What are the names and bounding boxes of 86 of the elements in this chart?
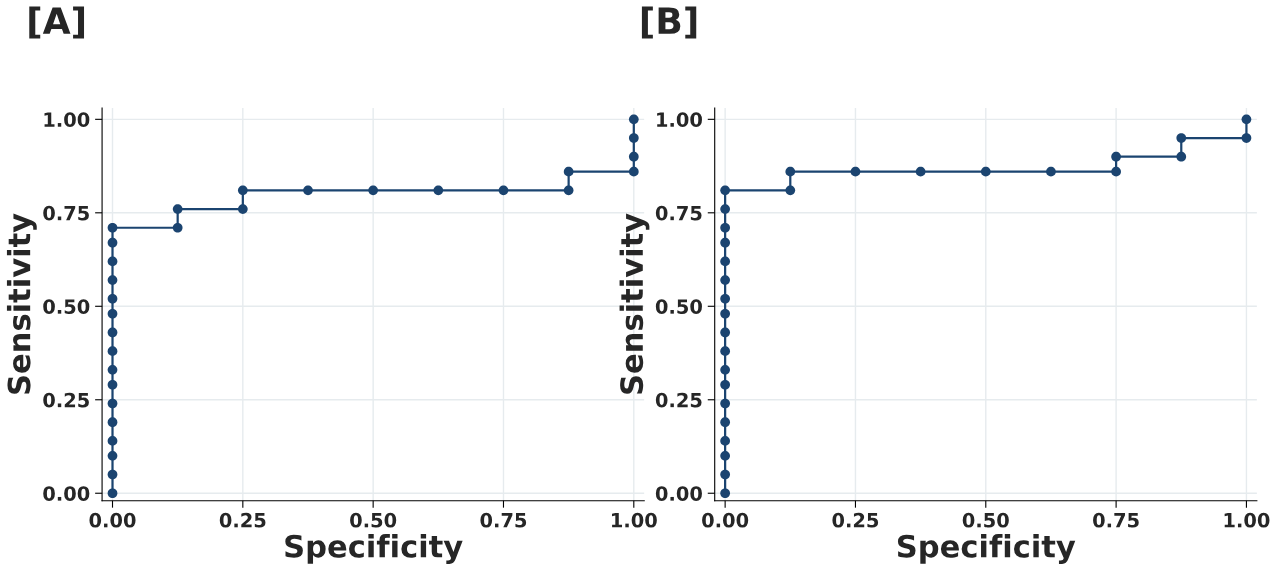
point (628, 166, 639, 177)
point (107, 256, 118, 267)
y-tick-label: 0.00 (43, 486, 90, 501)
point (720, 417, 730, 428)
point (720, 450, 730, 461)
point (720, 256, 730, 267)
y-tick-label: 0.50 (655, 299, 702, 314)
point (1176, 133, 1187, 143)
x-tick-label: 1.00 (1224, 512, 1270, 528)
point (720, 488, 730, 499)
x-axis-title: Specificity (285, 534, 463, 564)
point (368, 185, 379, 196)
point (237, 204, 248, 214)
point (915, 166, 926, 177)
point (498, 185, 509, 196)
point (1176, 151, 1187, 162)
point (720, 237, 730, 248)
x-tick-label: 1.00 (612, 512, 657, 528)
point (563, 166, 574, 177)
point (720, 204, 730, 214)
point (172, 204, 183, 214)
point (785, 166, 796, 177)
point (720, 398, 730, 409)
point (237, 185, 248, 196)
point (628, 151, 639, 162)
point (107, 293, 118, 304)
x-tick-label: 0.00 (702, 512, 749, 528)
point (1111, 151, 1121, 162)
point (107, 364, 118, 375)
point (628, 114, 639, 125)
point (628, 133, 639, 143)
point (107, 237, 118, 248)
x-axis-title: Specificity (897, 534, 1076, 564)
point (303, 185, 313, 196)
point (720, 364, 730, 375)
x-tick-label: 0.75 (1093, 512, 1139, 528)
point (107, 308, 118, 319)
y-axis-title: Sensitivity (619, 213, 650, 394)
x-tick-label: 0.50 (350, 512, 397, 528)
point (172, 222, 183, 233)
point (980, 166, 991, 177)
x-tick-label: 0.75 (480, 512, 527, 528)
point (720, 346, 730, 357)
point (433, 185, 444, 196)
x-tick-label: 0.50 (962, 512, 1009, 528)
point (107, 469, 118, 480)
x-tick-label: 0.25 (832, 512, 879, 528)
point (107, 379, 118, 390)
y-tick-label: 1.00 (657, 112, 702, 127)
point (720, 436, 730, 446)
point (107, 417, 118, 428)
point (720, 275, 730, 285)
point (1241, 133, 1252, 143)
point (720, 185, 730, 196)
y-tick-label: 0.25 (43, 392, 89, 408)
point (107, 450, 118, 461)
point (850, 166, 861, 177)
y-tick-label: 0.75 (655, 205, 702, 221)
y-tick-label: 0.75 (43, 205, 89, 221)
chart-title: [A] (29, 6, 85, 39)
point (107, 327, 118, 338)
point (720, 222, 730, 233)
y-tick-label: 0.25 (655, 392, 702, 408)
point (1046, 166, 1056, 177)
x-tick-label: 0.00 (89, 512, 136, 528)
chart-title: [B] (641, 6, 697, 39)
point (720, 308, 730, 319)
y-tick-label: 1.00 (44, 112, 90, 127)
point (107, 275, 118, 285)
y-tick-label: 0.00 (655, 486, 702, 501)
point (563, 185, 574, 196)
x-tick-label: 0.25 (219, 512, 266, 528)
point (107, 436, 118, 446)
point (1241, 114, 1252, 125)
y-axis-title: Sensitivity (6, 213, 37, 394)
point (720, 293, 730, 304)
point (107, 488, 118, 499)
point (720, 469, 730, 480)
point (720, 379, 730, 390)
point (107, 398, 118, 409)
point (720, 327, 730, 338)
point (107, 346, 118, 357)
point (1111, 166, 1121, 177)
point (785, 185, 796, 196)
point (107, 222, 118, 233)
y-tick-label: 0.50 (43, 299, 90, 314)
